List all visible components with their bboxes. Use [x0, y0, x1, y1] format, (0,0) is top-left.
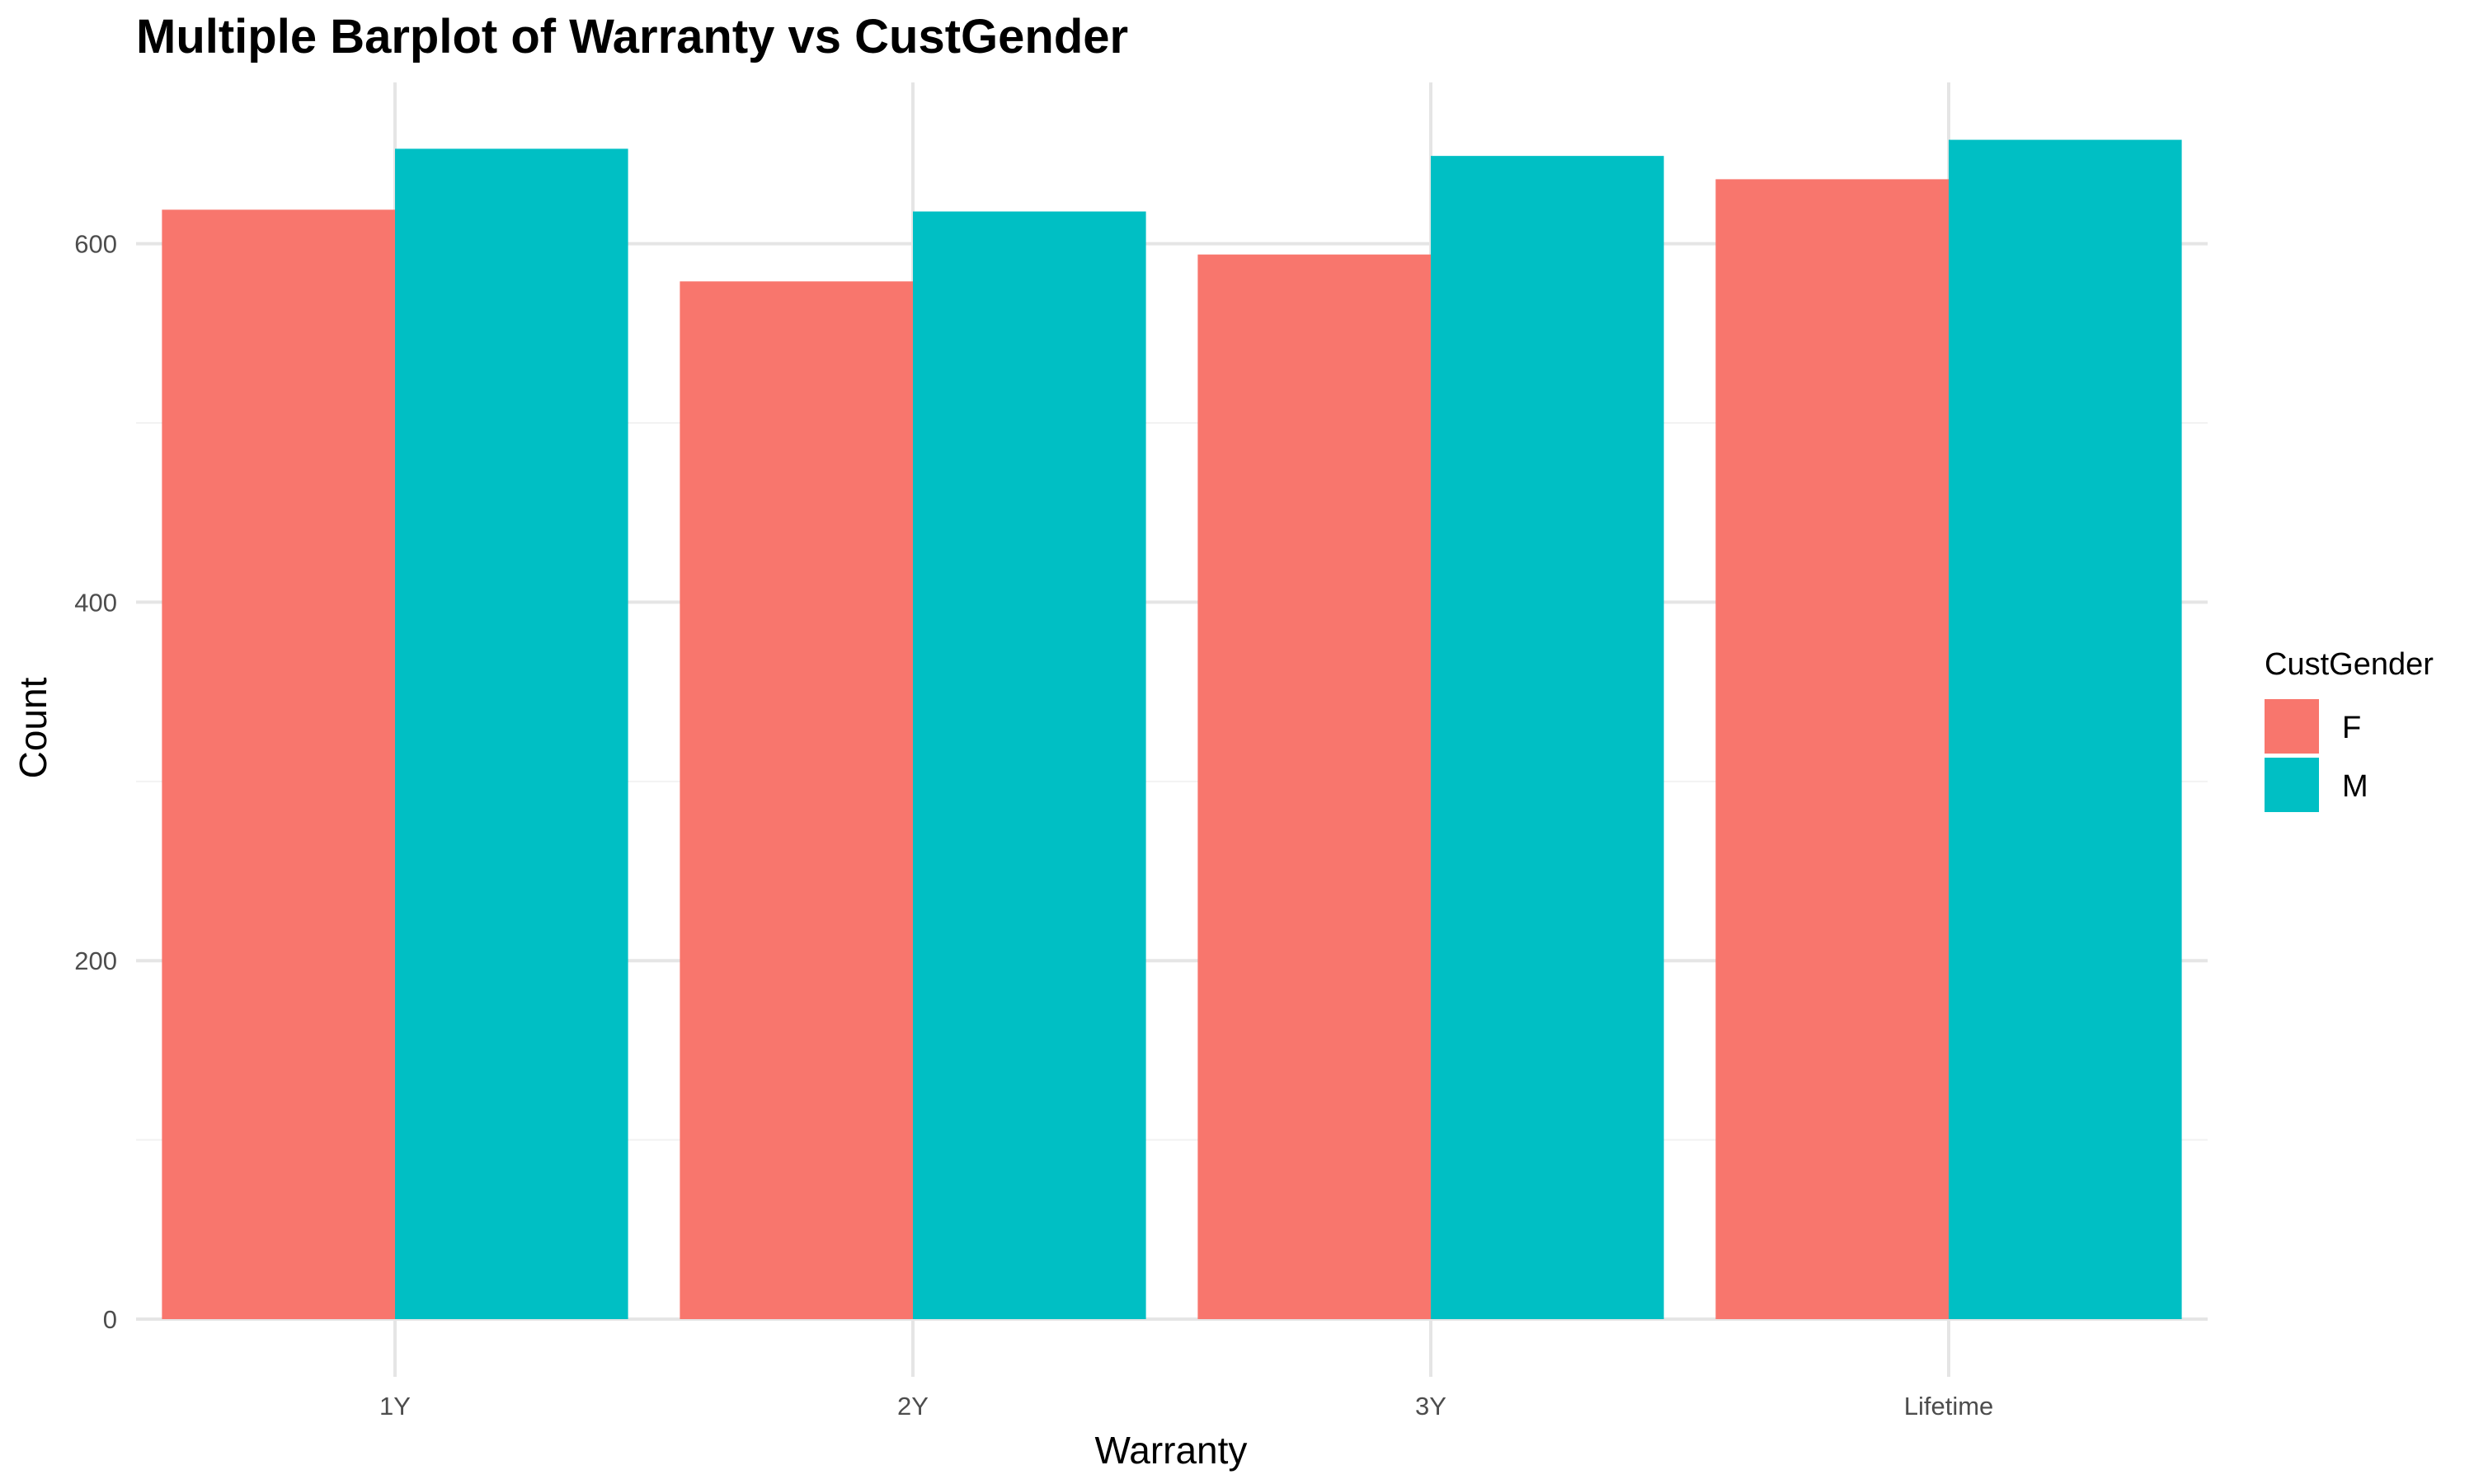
- legend-label-M: M: [2342, 769, 2368, 804]
- bar-F-2Y: [680, 281, 913, 1320]
- axis-layer: 0 200 400 600 1Y 2Y 3Y Lifetime: [74, 230, 1993, 1421]
- x-tick-label: 2Y: [897, 1392, 929, 1421]
- y-tick-label: 600: [74, 230, 117, 259]
- bar-M-Lifetime: [1949, 139, 2182, 1320]
- legend-label-F: F: [2342, 711, 2361, 745]
- bar-M-2Y: [913, 211, 1146, 1319]
- legend-items: FM: [2265, 699, 2368, 812]
- legend: CustGender FM: [2265, 647, 2434, 812]
- y-tick-label: 200: [74, 946, 117, 975]
- x-axis-title: Warranty: [1095, 1429, 1248, 1472]
- legend-key-M: [2265, 758, 2319, 812]
- legend-title: CustGender: [2265, 647, 2434, 682]
- bars-layer: [162, 139, 2182, 1320]
- x-tick-label: 1Y: [379, 1392, 411, 1421]
- bar-M-1Y: [395, 148, 628, 1319]
- y-axis-title: Count: [12, 677, 54, 778]
- bar-F-Lifetime: [1715, 179, 1949, 1319]
- bar-F-1Y: [162, 209, 395, 1320]
- y-tick-label: 400: [74, 588, 117, 617]
- x-tick-label: 3Y: [1415, 1392, 1446, 1421]
- chart-title: Multiple Barplot of Warranty vs CustGend…: [136, 10, 1128, 63]
- legend-key-F: [2265, 699, 2319, 754]
- bar-M-3Y: [1431, 156, 1664, 1320]
- bar-F-3Y: [1197, 254, 1431, 1319]
- y-tick-label: 0: [103, 1305, 117, 1334]
- x-tick-label: Lifetime: [1904, 1392, 1994, 1421]
